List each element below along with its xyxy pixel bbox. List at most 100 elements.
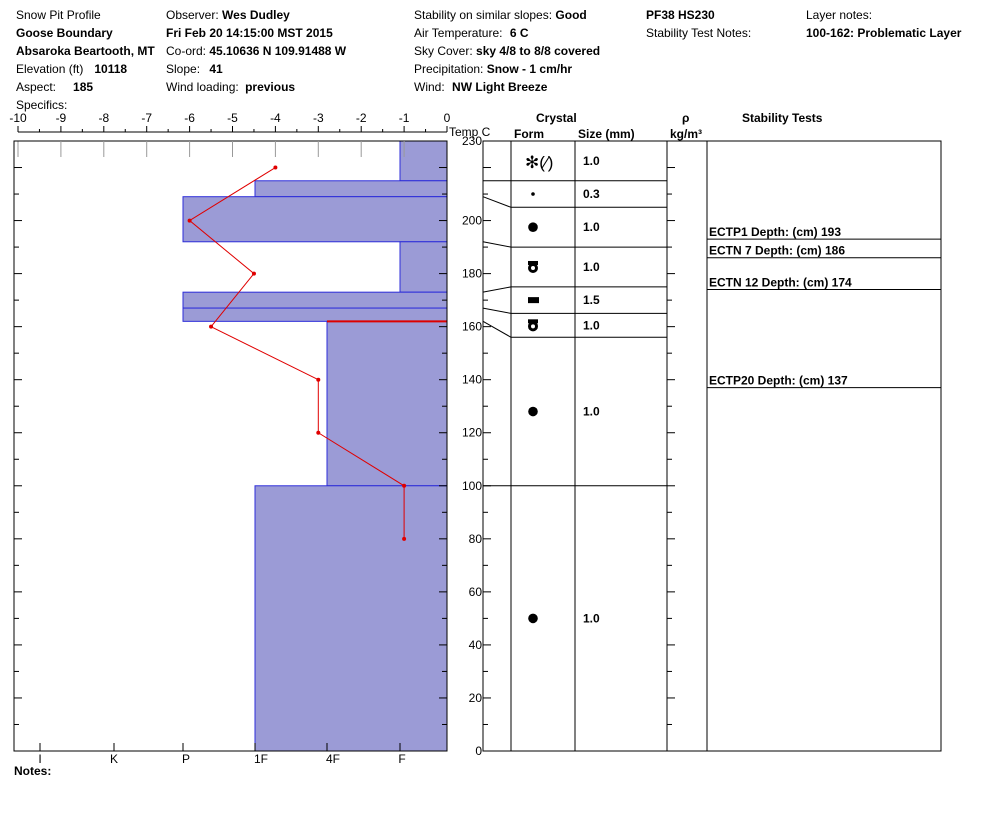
hardness-bar [399, 140, 448, 182]
height-tick-label: 160 [462, 320, 482, 334]
temperature-profile-line [188, 167, 405, 539]
air-temperature: Air Temperature: 6 C [414, 26, 529, 40]
form-column-header: Form [514, 127, 544, 141]
temp-tick-label: -8 [98, 111, 109, 125]
depth-hoar-top [528, 319, 538, 324]
height-tick-label: 100 [462, 479, 482, 493]
hardness-plot-frame [13, 140, 448, 752]
pit-title: Snow Pit Profile [16, 8, 101, 22]
coordinates: Co-ord: 45.10636 N 109.91488 W [166, 44, 347, 58]
height-tick-label: 120 [462, 426, 482, 440]
sky-cover: Sky Cover: sky 4/8 to 8/8 covered [414, 44, 601, 58]
density-unit-header: kg/m³ [670, 127, 702, 141]
temp-tick-label: -10 [9, 111, 27, 125]
wind: Wind: NW Light Breeze [414, 80, 548, 94]
temp-tick-label: -4 [270, 111, 281, 125]
crystal-size-label: 1.0 [583, 405, 600, 419]
hardness-bar [182, 196, 448, 243]
crystal-size-label: 1.5 [583, 293, 600, 307]
depth-hoar-center [531, 265, 535, 270]
temp-tick-label: -5 [227, 111, 238, 125]
aspect: Aspect: 185 [16, 80, 94, 94]
crystal-size-label: 0.3 [583, 187, 600, 201]
depth-hoar-center [531, 324, 535, 329]
height-tick-label: 140 [462, 373, 482, 387]
density-column-header: ρ [682, 111, 689, 125]
height-tick-label: 180 [462, 267, 482, 281]
temperature-point [273, 165, 278, 170]
temperature-point [251, 271, 256, 276]
hardness-label: 4F [326, 752, 340, 766]
layer-notes-label: Layer notes: [806, 8, 873, 22]
layer-connector [482, 196, 512, 208]
hardness-bar [182, 307, 448, 322]
stability-test-label: ECTN 7 Depth: (cm) 186 [709, 244, 845, 258]
temperature-point [187, 218, 192, 223]
depth-hoar-crystal-icon [528, 319, 538, 332]
stability-test-label: ECTP20 Depth: (cm) 137 [709, 374, 848, 388]
size-column-header: Size (mm) [578, 127, 635, 141]
crystal-size-label: 1.0 [583, 318, 600, 332]
hardness-bar [254, 485, 448, 752]
stability-test-label: ECTP1 Depth: (cm) 193 [709, 225, 841, 239]
hardness-bar [399, 241, 448, 293]
temp-column-header: Temp C [449, 125, 491, 139]
temperature-point [209, 324, 214, 329]
new-snow-crystal-icon: ✻(⁄) [525, 153, 553, 172]
stability-test-label: ECTN 12 Depth: (cm) 174 [709, 276, 852, 290]
observer: Observer: Wes Dudley [166, 8, 290, 22]
slope: Slope: 41 [166, 62, 223, 76]
temperature-point [402, 483, 407, 488]
elevation: Elevation (ft) 10118 [16, 62, 128, 76]
temperature-point [402, 536, 407, 541]
wind-loading: Wind loading: previous [166, 80, 296, 94]
hardness-bar [182, 291, 448, 309]
height-tick-label: 0 [475, 744, 482, 758]
depth-hoar-crystal-icon [528, 260, 538, 273]
temp-tick-label: -1 [399, 111, 410, 125]
height-tick-label: 230 [462, 134, 482, 148]
hardness-bar [326, 320, 448, 487]
temp-tick-label: -3 [313, 111, 324, 125]
rounded-grain-crystal-icon [528, 406, 538, 417]
hardness-label: K [110, 752, 118, 766]
region-name: Absaroka Beartooth, MT [16, 44, 155, 58]
hardness-label: P [182, 752, 190, 766]
hardness-bar [254, 180, 448, 198]
height-tick-label: 80 [469, 532, 483, 546]
observation-datetime: Fri Feb 20 14:15:00 MST 2015 [166, 26, 333, 40]
temperature-point [316, 377, 321, 382]
layer-connector [482, 320, 512, 338]
pf-hs: PF38 HS230 [646, 8, 715, 22]
height-tick-label: 200 [462, 214, 482, 228]
depth-hoar-top [528, 260, 538, 265]
hardness-label: I [38, 752, 41, 766]
rounded-grain-crystal-icon [528, 613, 538, 624]
hardness-label: F [398, 752, 405, 766]
height-tick-label: 60 [469, 585, 483, 599]
stability-tests-column-header: Stability Tests [742, 111, 823, 125]
crystal-size-label: 1.0 [583, 611, 600, 625]
crystal-size-label: 1.0 [583, 220, 600, 234]
faceted-crystal-icon [528, 297, 539, 304]
crystal-size-label: 1.0 [583, 260, 600, 274]
small-grain-crystal-icon [531, 192, 535, 196]
specifics-label: Specifics: [16, 98, 68, 112]
layer-connector [482, 286, 512, 293]
layer-connector [482, 307, 512, 314]
location-name: Goose Boundary [16, 26, 113, 40]
temp-tick-label: -9 [56, 111, 67, 125]
temp-tick-label: 0 [444, 111, 451, 125]
temp-tick-label: -7 [141, 111, 152, 125]
crystal-table-frame [482, 140, 942, 752]
hardness-label: 1F [254, 752, 268, 766]
crystal-column-header: Crystal [536, 111, 577, 125]
rounded-grain-crystal-icon [528, 222, 538, 232]
stability-similar-slopes: Stability on similar slopes: Good [414, 8, 587, 22]
temp-tick-label: -2 [356, 111, 367, 125]
precipitation: Precipitation: Snow - 1 cm/hr [414, 62, 573, 76]
layer-connector [482, 241, 512, 248]
height-tick-label: 40 [469, 638, 483, 652]
temperature-point [316, 430, 321, 435]
